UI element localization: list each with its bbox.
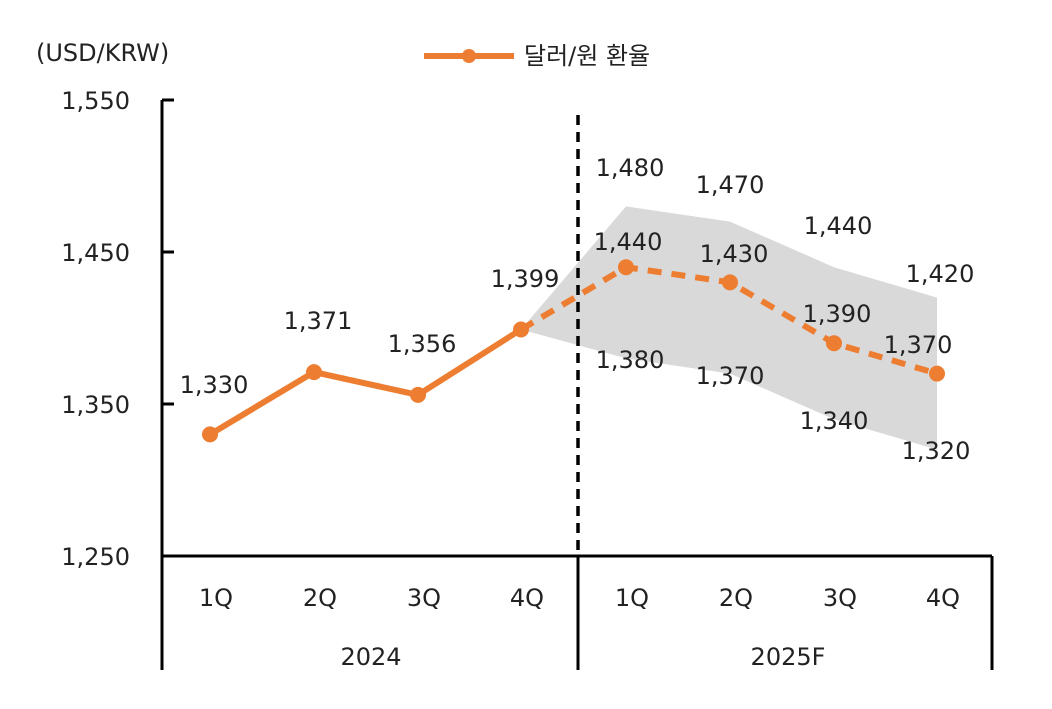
legend-label: 달러/원 환율 (524, 42, 650, 70)
band-lower-label: 1,340 (800, 407, 869, 435)
data-point (826, 335, 842, 352)
x-tick-label: 1Q (615, 584, 649, 612)
data-label: 1,330 (180, 371, 249, 399)
data-point (410, 386, 426, 403)
data-point (513, 321, 529, 338)
data-label: 1,356 (388, 330, 457, 358)
band-upper-label: 1,470 (696, 171, 765, 199)
band-upper-label: 1,480 (596, 154, 665, 182)
data-label: 1,371 (284, 307, 353, 335)
x-tick-label: 4Q (926, 584, 960, 612)
unit-label: (USD/KRW) (36, 39, 169, 67)
year-label: 2024 (340, 643, 401, 671)
data-point (618, 259, 634, 276)
y-tick-label: 1,250 (61, 543, 130, 571)
legend-marker (462, 49, 476, 63)
y-tick-label: 1,550 (61, 87, 130, 115)
band-lower-label: 1,370 (696, 362, 765, 390)
legend: 달러/원 환율 (424, 42, 650, 70)
data-point (929, 365, 945, 382)
x-tick-label: 2Q (303, 584, 337, 612)
data-label: 1,390 (803, 300, 872, 328)
data-label: 1,430 (700, 240, 769, 268)
x-tick-label: 3Q (823, 584, 857, 612)
x-tick-label: 3Q (407, 584, 441, 612)
band-upper-label: 1,440 (804, 212, 873, 240)
y-tick-label: 1,450 (61, 239, 130, 267)
data-point (306, 364, 322, 381)
band-lower-label: 1,320 (902, 437, 971, 465)
y-tick-label: 1,350 (61, 391, 130, 419)
data-label: 1,399 (491, 265, 560, 293)
data-label: 1,440 (594, 228, 663, 256)
data-point (202, 426, 218, 443)
x-tick-label: 2Q (719, 584, 753, 612)
year-label: 2025F (751, 643, 826, 671)
x-tick-label: 4Q (510, 584, 544, 612)
x-tick-label: 1Q (199, 584, 233, 612)
series-line-actual (207, 326, 524, 438)
data-label: 1,370 (884, 331, 953, 359)
data-point (722, 274, 738, 291)
band-upper-label: 1,420 (906, 260, 975, 288)
band-lower-label: 1,380 (596, 346, 665, 374)
